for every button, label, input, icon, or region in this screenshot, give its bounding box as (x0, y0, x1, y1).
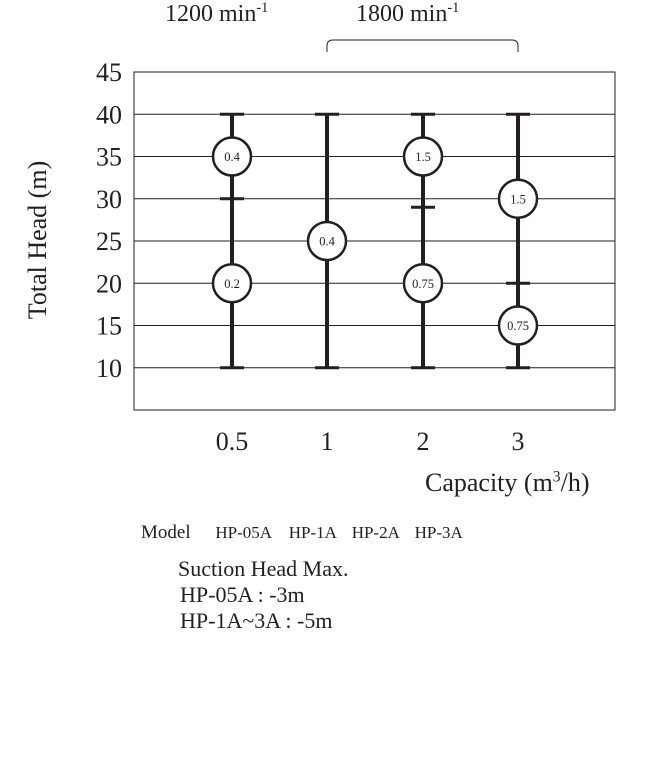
marker-3-30 (497, 178, 539, 219)
speed-label-1200: 1200 min-1 (165, 0, 269, 27)
marker-2-35 (402, 136, 444, 177)
y-tick-label-15: 15 (96, 312, 122, 341)
y-axis-label: Total Head (m) (23, 160, 52, 320)
x-tick-label-2: 2 (417, 427, 430, 456)
model-hp-3a: HP-3A (414, 523, 463, 542)
marker-label-3-30: 1.5 (510, 192, 526, 206)
marker-label-2-35: 1.5 (415, 150, 431, 164)
marker-2-20 (402, 263, 444, 304)
marker-label-1-25: 0.4 (319, 235, 335, 249)
x-tick-label-0.5: 0.5 (216, 427, 249, 456)
suction-title: Suction Head Max. (178, 556, 349, 581)
performance-chart: 45 40 35 30 25 20 15 10 0.4 0.2 0.5 0.4 1 1.5 0.75 2 1.5… (96, 39, 616, 456)
marker-1-25 (306, 220, 348, 262)
marker-0.5-35 (211, 136, 253, 177)
marker-0.5-20 (211, 263, 253, 304)
y-tick-label-45: 45 (96, 58, 122, 87)
model-hp-1a: HP-1A (288, 523, 337, 542)
marker-3-15 (497, 305, 539, 346)
model-hp-05a: HP-05A (215, 523, 273, 542)
y-tick-label-20: 20 (96, 269, 122, 298)
model-hp-2a: HP-2A (351, 523, 400, 542)
y-tick-label-10: 10 (96, 354, 122, 383)
x-axis-label: Capacity (m3/h) (425, 468, 590, 497)
y-tick-label-30: 30 (96, 185, 122, 214)
speed-label-1800: 1800 min-1 (356, 0, 460, 27)
y-tick-label-35: 35 (96, 143, 122, 172)
marker-label-2-20: 0.75 (412, 277, 434, 291)
suction-line-1: HP-05A : -3m (180, 582, 305, 607)
y-tick-label-40: 40 (96, 100, 122, 129)
x-tick-label-3: 3 (512, 427, 525, 456)
suction-line-2: HP-1A~3A : -5m (180, 608, 333, 633)
y-tick-label-25: 25 (96, 227, 122, 256)
speed-bracket (326, 39, 519, 52)
model-row: Model HP-05A HP-1A HP-2A HP-3A (141, 522, 463, 544)
marker-label-0.5-20: 0.2 (224, 277, 240, 291)
model-label: Model (141, 522, 191, 543)
x-tick-label-1: 1 (321, 427, 334, 456)
marker-label-3-15: 0.75 (507, 319, 529, 333)
marker-label-0.5-35: 0.4 (224, 150, 240, 164)
